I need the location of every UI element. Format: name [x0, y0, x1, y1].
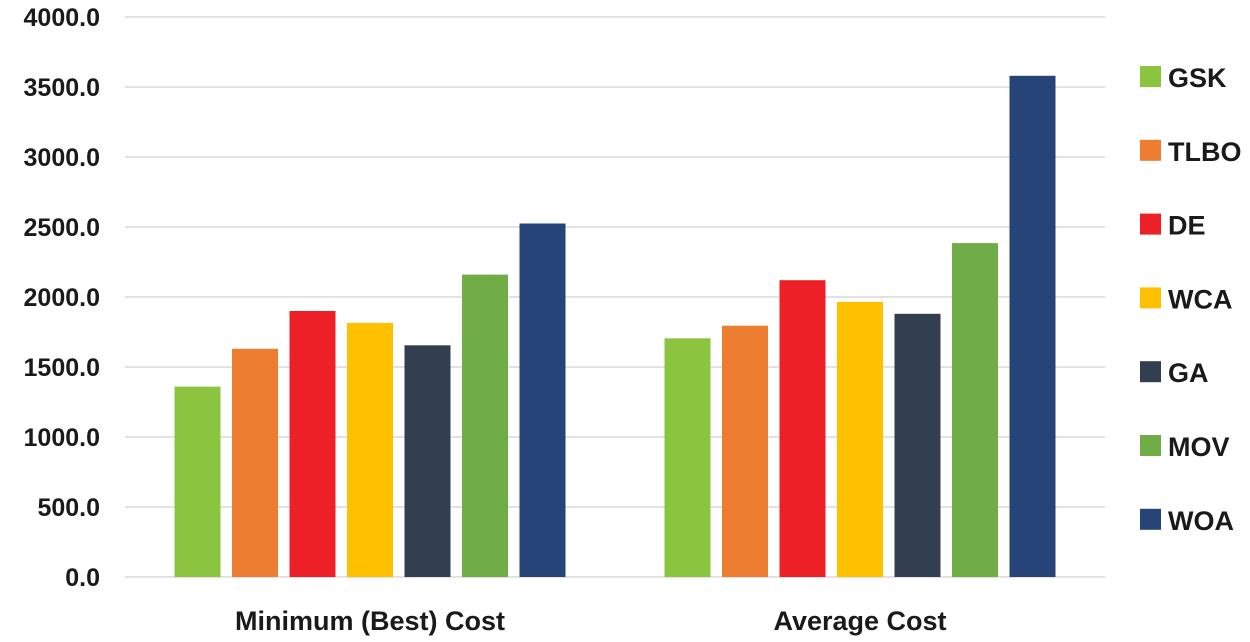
legend-label-wca: WCA: [1168, 284, 1232, 314]
bar-tlbo-minimum-cost: [232, 348, 278, 577]
legend-swatch-de: [1140, 213, 1161, 235]
bar-de-average-cost: [779, 280, 826, 577]
bar-tlbo-average-cost: [722, 325, 768, 577]
bar-ga-minimum-cost: [404, 345, 451, 577]
y-axis-tick-labels: 0.0 500.0 1000.0 1500.0 2000.0 2500.0 3000.0 35…: [24, 4, 100, 592]
legend: GSK TLBO DE WCA GA MOV WOA: [1140, 63, 1242, 536]
gridlines: [125, 16, 1105, 578]
y-tick-label: 1000.0: [24, 424, 100, 452]
y-tick-label: 2000.0: [24, 284, 100, 312]
legend-swatch-mov: [1140, 435, 1161, 456]
bar-de-minimum-cost: [289, 311, 336, 577]
y-tick-label: 0.0: [65, 564, 100, 592]
y-tick-label: 500.0: [37, 494, 100, 522]
bar-woa-minimum-cost: [519, 223, 566, 577]
legend-label-mov: MOV: [1168, 432, 1230, 462]
legend-label-woa: WOA: [1168, 506, 1234, 536]
bar-mov-minimum-cost: [462, 274, 508, 577]
legend-label-de: DE: [1168, 211, 1206, 241]
y-tick-label: 3000.0: [24, 144, 100, 172]
legend-swatch-tlbo: [1140, 139, 1161, 161]
legend-swatch-gsk: [1140, 66, 1161, 87]
legend-swatch-woa: [1140, 508, 1161, 530]
legend-label-tlbo: TLBO: [1168, 137, 1242, 167]
bars: [174, 75, 1056, 578]
y-tick-label: 3500.0: [24, 74, 100, 102]
legend-label-ga: GA: [1168, 358, 1209, 388]
y-tick-label: 2500.0: [24, 214, 100, 242]
bar-wca-minimum-cost: [347, 322, 393, 577]
y-tick-label: 1500.0: [24, 354, 100, 382]
legend-swatch-ga: [1140, 361, 1161, 383]
bar-gsk-minimum-cost: [174, 386, 221, 577]
bar-ga-average-cost: [894, 313, 941, 577]
legend-swatch-wca: [1140, 287, 1161, 309]
y-tick-label: 4000.0: [24, 4, 100, 32]
legend-label-gsk: GSK: [1168, 63, 1227, 93]
bar-woa-average-cost: [1009, 75, 1056, 578]
bar-wca-average-cost: [837, 301, 883, 577]
category-label: Minimum (Best) Cost: [235, 606, 505, 636]
x-axis-category-labels: Minimum (Best) Cost Average Cost: [235, 606, 947, 636]
bar-gsk-average-cost: [664, 338, 711, 577]
category-label: Average Cost: [773, 606, 946, 636]
bar-mov-average-cost: [952, 243, 998, 577]
